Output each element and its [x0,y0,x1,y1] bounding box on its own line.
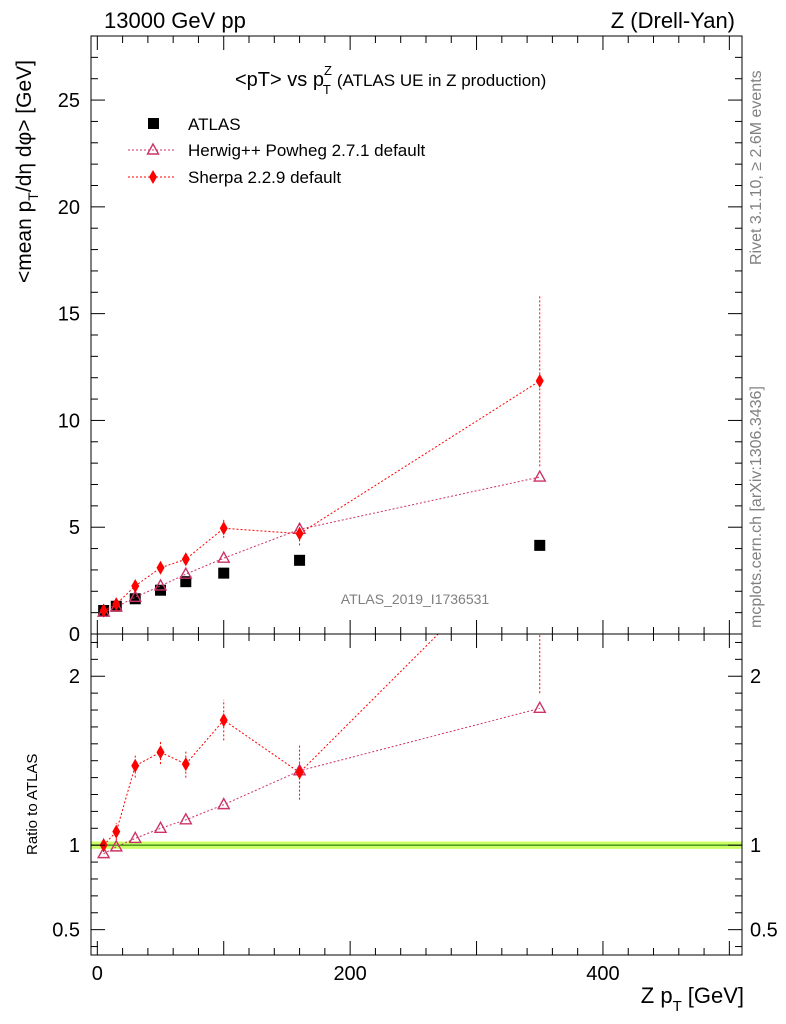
atlas-point [294,554,306,566]
herwig-ratio-point [109,839,123,852]
y-tick-label: 0 [69,624,80,646]
ratio-y-axis-label: Ratio to ATLAS [24,754,41,855]
legend-label-atlas: ATLAS [188,115,241,134]
sherpa-ratio-point [219,713,228,728]
header-left: 13000 GeV pp [104,8,246,33]
main-plot-area [91,36,742,634]
chart-title: <pT> vs pZ T (ATLAS UE in Z production) [235,63,546,97]
sherpa-point [112,597,121,612]
ratio-tick-label: 1 [69,835,80,857]
x-tick-label: 200 [333,963,366,985]
herwig-point [533,469,547,482]
herwig-ratio-point [217,797,231,810]
x-axis-label-main: Z p [641,983,673,1008]
herwig-point [153,578,168,591]
herwig-ratio-series [96,700,547,859]
herwig-ratio-point [128,830,142,844]
sherpa-point [295,526,304,541]
sherpa-ratio-point [295,765,304,780]
y-tick-label: 5 [69,517,80,539]
ratio-plot-area [91,634,742,955]
ratio-tick-label: 0.5 [52,920,80,942]
header-right: Z (Drell-Yan) [611,8,735,33]
y-tick-label: 15 [58,304,80,326]
herwig-ratio-point [153,820,168,833]
atlas-point [180,576,192,588]
x-tick-label: 400 [586,963,619,985]
sherpa-series [99,295,544,618]
legend-label-sherpa: Sherpa 2.2.9 default [188,168,341,187]
herwig-ratio-point [96,846,111,859]
sherpa-ratio-point [156,745,165,760]
chart-title-tail: (ATLAS UE in Z production) [337,71,546,90]
rivet-label: Rivet 3.1.10, ≥ 2.6M events [748,70,765,265]
herwig-ratio-point [179,812,193,825]
mcplots-label: mcplots.cern.ch [arXiv:1306.3436] [748,386,765,628]
legend-label-herwig: Herwig++ Powheg 2.7.1 default [188,141,425,160]
sherpa-point [219,521,228,536]
legend-marker-atlas [148,118,159,129]
sherpa-line [103,380,541,611]
atlas-point [218,567,230,579]
sherpa-ratio-series [99,634,541,853]
sherpa-ratio-line [103,634,439,846]
sherpa-point [131,578,140,593]
legend-marker-herwig [146,142,160,155]
sherpa-point [535,373,544,388]
sherpa-ratio-point [131,758,140,773]
x-tick-label: 0 [92,963,103,985]
ratio-tick-label-right: 0.5 [750,920,778,942]
ratio-tick-label-right: 1 [750,835,761,857]
y-axis-label-part1: <mean p [13,201,36,283]
herwig-point [128,589,142,602]
sherpa-point [181,552,190,567]
chart-title-main: <pT> vs p [235,69,324,91]
herwig-point [179,566,193,579]
sherpa-ratio-point [181,757,190,772]
herwig-point [217,550,231,563]
y-tick-label: 20 [58,197,80,219]
ratio-tick-label-right: 2 [750,666,761,688]
atlas-point [129,593,141,605]
legend-marker-sherpa [149,170,157,184]
x-axis-label-tail: [GeV] [688,983,744,1008]
herwig-ratio-point [533,700,547,714]
y-axis-label-part2: /dη dφ> [GeV] [13,60,36,192]
x-axis-label-sub: T [673,998,682,1015]
chart-title-sub: T [323,82,331,97]
sherpa-point [156,560,165,575]
sherpa-ratio-point [112,824,121,839]
y-tick-label: 10 [58,410,80,432]
chart-title-sup: Z [324,63,332,78]
sherpa-point [99,603,108,618]
analysis-watermark: ATLAS_2019_I1736531 [341,591,490,607]
y-tick-label: 25 [58,90,80,112]
ratio-tick-label: 2 [69,666,80,688]
y-axis-label: <mean pT/dη dφ> [GeV] [13,60,41,283]
y-axis-label-sub: T [25,192,41,201]
atlas-point [534,539,546,551]
x-axis-label: Z pT [GeV] [641,983,744,1015]
legend: ATLAS Herwig++ Powheg 2.7.1 default Sher… [128,115,425,187]
